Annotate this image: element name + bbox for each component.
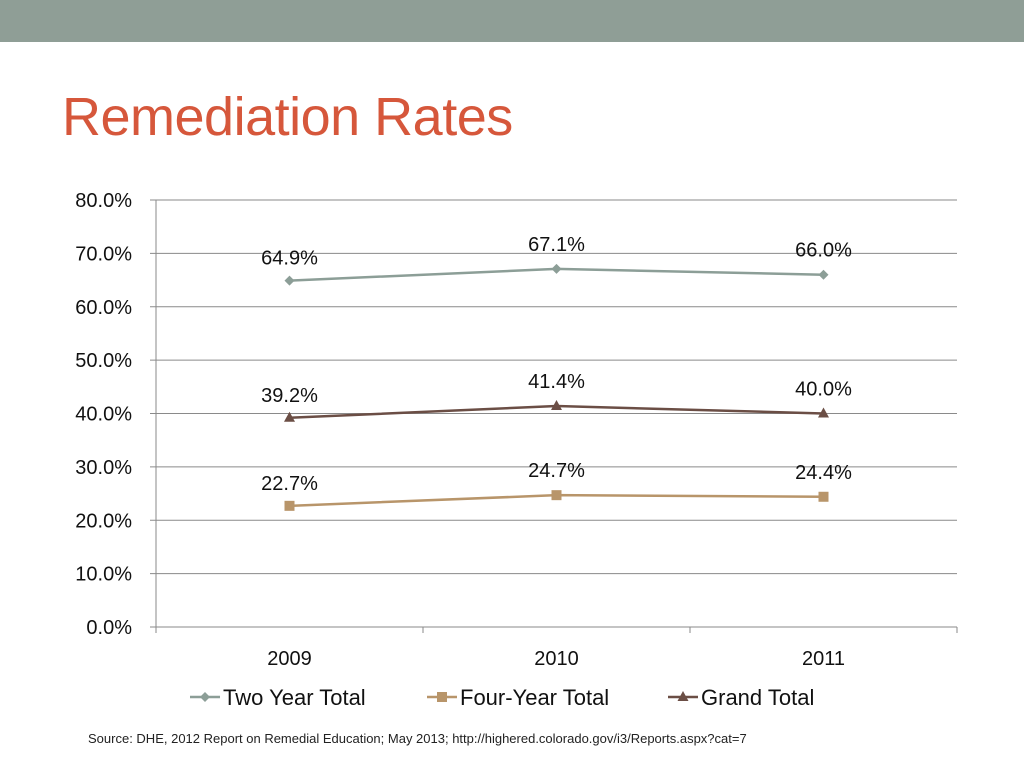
y-tick-label: 70.0% (75, 243, 132, 265)
data-label-two-year-total: 67.1% (528, 234, 585, 256)
y-tick-label: 40.0% (75, 404, 132, 426)
data-label-four-year-total: 22.7% (261, 473, 318, 495)
data-point-grand-total (551, 400, 562, 411)
data-point-two-year-total (551, 263, 562, 274)
y-tick-label: 0.0% (86, 617, 132, 639)
data-label-two-year-total: 64.9% (261, 248, 318, 270)
data-point-two-year-total (818, 269, 829, 280)
legend-label-two-year-total: Two Year Total (223, 685, 366, 710)
y-tick-label: 30.0% (75, 457, 132, 479)
slide-title: Remediation Rates (62, 87, 513, 147)
top-accent-bar (0, 0, 1024, 42)
data-point-grand-total (818, 407, 829, 418)
data-label-grand-total: 39.2% (261, 385, 318, 407)
legend-marker-grand-total (677, 691, 689, 701)
data-point-four-year-total (284, 500, 295, 511)
y-tick-label: 60.0% (75, 297, 132, 319)
data-point-four-year-total (818, 491, 829, 502)
legend-label-grand-total: Grand Total (701, 685, 814, 710)
legend-label-four-year-total: Four-Year Total (460, 685, 609, 710)
y-tick-label: 20.0% (75, 510, 132, 532)
data-point-two-year-total (284, 275, 295, 286)
y-tick-label: 80.0% (75, 190, 132, 212)
data-point-grand-total (284, 411, 295, 422)
y-tick-label: 10.0% (75, 564, 132, 586)
y-tick-label: 50.0% (75, 350, 132, 372)
source-note: Source: DHE, 2012 Report on Remedial Edu… (88, 731, 747, 746)
data-label-grand-total: 41.4% (528, 371, 585, 393)
data-label-grand-total: 40.0% (795, 379, 852, 401)
data-point-four-year-total (551, 490, 562, 501)
data-label-two-year-total: 66.0% (795, 240, 852, 262)
x-tick-label: 2009 (267, 648, 312, 670)
legend-marker-two-year-total (200, 692, 210, 702)
legend-marker-four-year-total (437, 692, 447, 702)
data-label-four-year-total: 24.7% (528, 460, 585, 482)
data-label-four-year-total: 24.4% (795, 462, 852, 484)
x-tick-label: 2011 (802, 648, 845, 670)
x-tick-label: 2010 (534, 648, 579, 670)
